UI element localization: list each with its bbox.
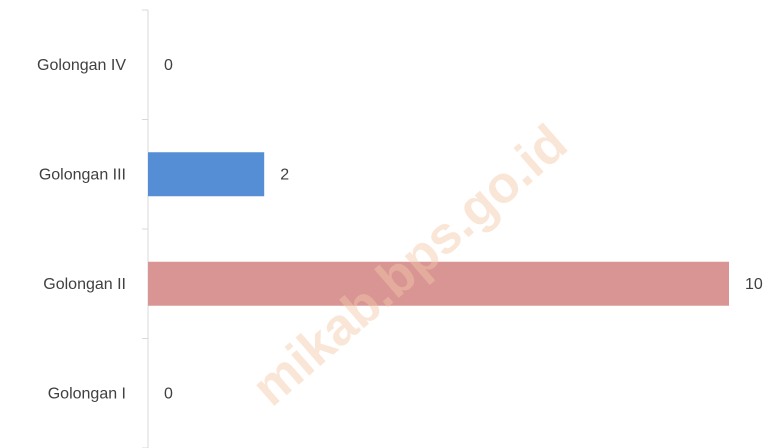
value-label: 2 xyxy=(280,166,289,183)
y-tick-label: Golongan III xyxy=(39,166,126,183)
value-label: 0 xyxy=(164,385,173,402)
value-label: 0 xyxy=(164,57,173,74)
bar xyxy=(148,261,729,306)
y-tick-label: Golongan I xyxy=(48,385,126,402)
bar xyxy=(148,152,265,197)
y-tick-label: Golongan IV xyxy=(37,57,126,74)
y-tick-label: Golongan II xyxy=(43,276,126,293)
value-label: 10 xyxy=(745,276,763,293)
